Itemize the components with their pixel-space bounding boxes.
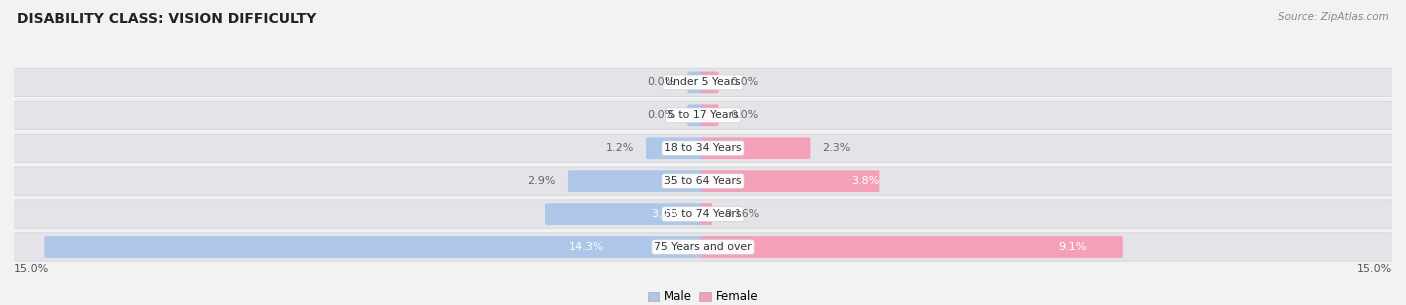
Text: 18 to 34 Years: 18 to 34 Years: [664, 143, 742, 153]
FancyBboxPatch shape: [13, 101, 1393, 130]
Text: Under 5 Years: Under 5 Years: [665, 77, 741, 88]
FancyBboxPatch shape: [45, 236, 704, 258]
Text: 0.0%: 0.0%: [647, 110, 675, 120]
FancyBboxPatch shape: [13, 68, 1393, 97]
Text: Source: ZipAtlas.com: Source: ZipAtlas.com: [1278, 12, 1389, 22]
Text: 2.9%: 2.9%: [527, 176, 555, 186]
FancyBboxPatch shape: [702, 170, 879, 192]
Text: 65 to 74 Years: 65 to 74 Years: [664, 209, 742, 219]
Text: 9.1%: 9.1%: [1059, 242, 1087, 252]
FancyBboxPatch shape: [546, 203, 704, 225]
Text: 14.3%: 14.3%: [569, 242, 605, 252]
FancyBboxPatch shape: [702, 236, 1123, 258]
Legend: Male, Female: Male, Female: [643, 286, 763, 305]
Text: 35 to 64 Years: 35 to 64 Years: [664, 176, 742, 186]
FancyBboxPatch shape: [13, 200, 1393, 228]
Text: 0.0%: 0.0%: [731, 77, 759, 88]
FancyBboxPatch shape: [645, 137, 704, 159]
Text: 15.0%: 15.0%: [14, 264, 49, 274]
FancyBboxPatch shape: [688, 104, 704, 126]
Text: 1.2%: 1.2%: [606, 143, 634, 153]
Text: 2.3%: 2.3%: [823, 143, 851, 153]
Text: 0.16%: 0.16%: [724, 209, 759, 219]
FancyBboxPatch shape: [13, 134, 1393, 162]
FancyBboxPatch shape: [702, 72, 718, 93]
Text: 75 Years and over: 75 Years and over: [654, 242, 752, 252]
FancyBboxPatch shape: [13, 167, 1393, 195]
Text: 0.0%: 0.0%: [731, 110, 759, 120]
Text: 3.4%: 3.4%: [651, 209, 679, 219]
Text: 3.8%: 3.8%: [852, 176, 880, 186]
FancyBboxPatch shape: [702, 137, 810, 159]
FancyBboxPatch shape: [568, 170, 704, 192]
FancyBboxPatch shape: [702, 104, 718, 126]
Text: 15.0%: 15.0%: [1357, 264, 1392, 274]
FancyBboxPatch shape: [688, 72, 704, 93]
Text: 0.0%: 0.0%: [647, 77, 675, 88]
Text: 5 to 17 Years: 5 to 17 Years: [668, 110, 738, 120]
Text: DISABILITY CLASS: VISION DIFFICULTY: DISABILITY CLASS: VISION DIFFICULTY: [17, 12, 316, 26]
FancyBboxPatch shape: [702, 203, 713, 225]
FancyBboxPatch shape: [13, 233, 1393, 261]
